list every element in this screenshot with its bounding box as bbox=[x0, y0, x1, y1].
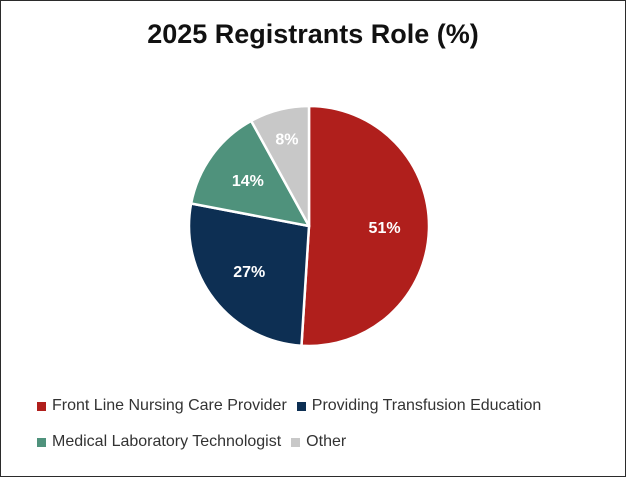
legend-item-transfusion-education: Providing Transfusion Education bbox=[296, 397, 542, 415]
legend-label: Providing Transfusion Education bbox=[311, 397, 542, 414]
legend-label: Medical Laboratory Technologist bbox=[52, 433, 282, 450]
pie-slice-other bbox=[249, 104, 311, 228]
legend-swatch bbox=[291, 437, 301, 447]
data-label-lab-technologist: 14% bbox=[232, 173, 264, 190]
chart-title: 2025 Registrants Role (%) bbox=[147, 19, 479, 49]
legend-label: Other bbox=[306, 433, 347, 450]
pie-slice-front-line-nursing bbox=[300, 104, 431, 348]
legend: Front Line Nursing Care Provider Providin… bbox=[37, 397, 607, 451]
legend-swatch bbox=[37, 401, 46, 411]
pie-slice-lab-technologist bbox=[189, 119, 311, 228]
legend-item-other: Other bbox=[291, 433, 346, 451]
data-label-front-line-nursing: 51% bbox=[369, 220, 401, 237]
legend-item-lab-technologist: Medical Laboratory Technologist bbox=[37, 433, 281, 451]
data-label-other: 8% bbox=[275, 131, 298, 148]
legend-label: Front Line Nursing Care Provider bbox=[52, 397, 287, 414]
legend-swatch bbox=[296, 401, 306, 411]
pie-slice-transfusion-education bbox=[187, 202, 311, 348]
legend-item-front-line-nursing: Front Line Nursing Care Provider bbox=[37, 397, 287, 415]
data-label-transfusion-education: 27% bbox=[233, 264, 265, 281]
legend-swatch bbox=[37, 437, 46, 447]
